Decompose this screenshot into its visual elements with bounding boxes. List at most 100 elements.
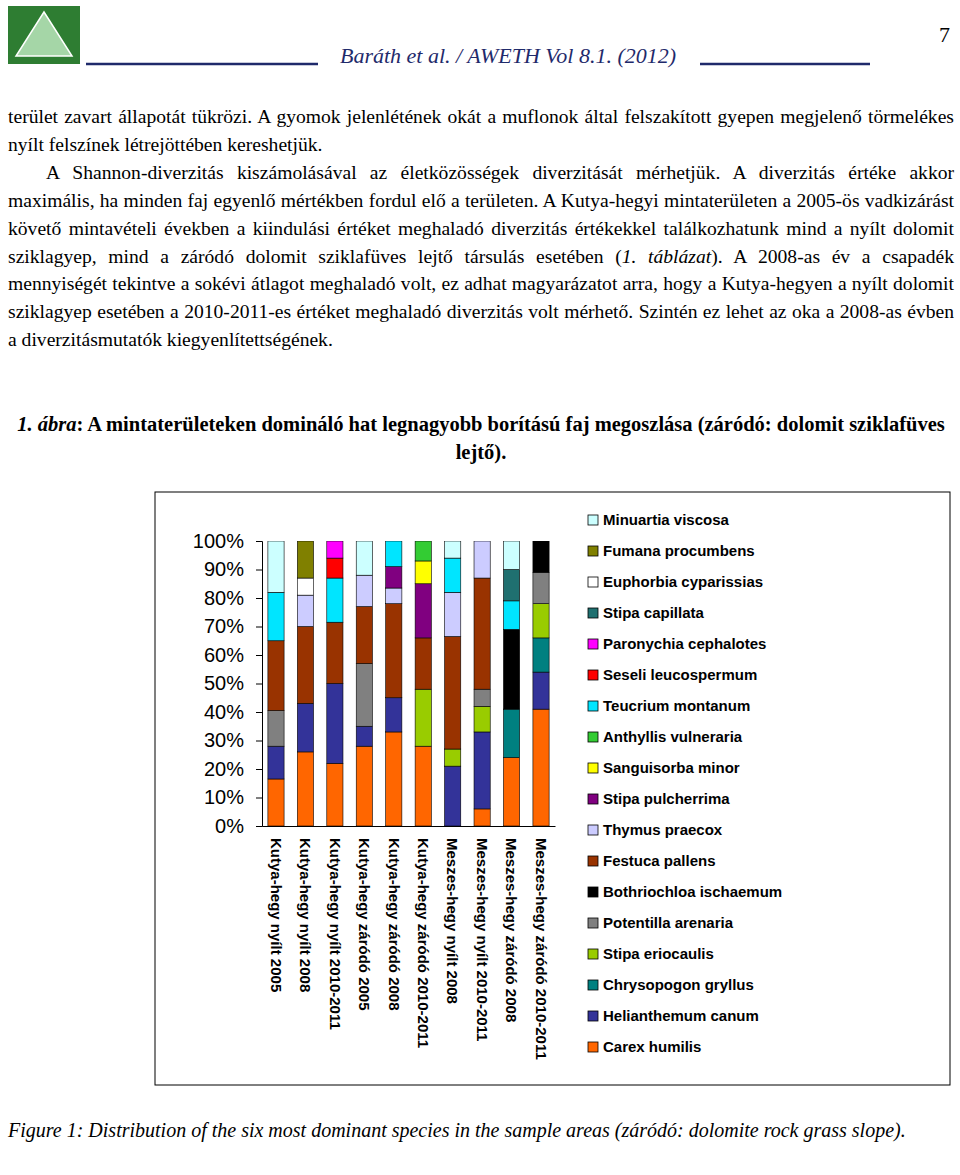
- x-tick: Kutya-hegy záródó 2005: [356, 838, 373, 1011]
- x-tick: Kutya-hegy záródó 2008: [386, 838, 403, 1011]
- x-tick: Meszes-hegy nyílt 2010-2011: [474, 838, 491, 1041]
- bar-segment: [533, 572, 549, 603]
- bar-segment: [356, 541, 372, 575]
- y-tick-mark: [256, 684, 262, 685]
- y-tick-mark: [256, 798, 262, 799]
- bar-segment: [268, 711, 284, 747]
- x-tick-label: Meszes-hegy nyílt 2010-2011: [474, 838, 491, 1041]
- bar-segment: [297, 578, 313, 595]
- x-tick: Meszes-hegy nyílt 2008: [444, 838, 461, 1004]
- bar-segment: [474, 706, 490, 732]
- bar-segment: [533, 541, 549, 572]
- legend-swatch: [588, 577, 598, 587]
- header-citation: Baráth et al. / AWETH Vol 8.1. (2012): [340, 43, 676, 68]
- y-tick: 100%: [193, 530, 262, 552]
- bar-segment: [327, 684, 343, 764]
- legend-item: Helianthemum canum: [588, 1007, 759, 1024]
- figure-label: 1. ábra: [17, 413, 76, 435]
- x-tick: Kutya-hegy nyílt 2008: [297, 838, 314, 992]
- y-tick: 70%: [204, 615, 262, 637]
- legend-item: Carex humilis: [588, 1038, 701, 1055]
- bar-segment: [533, 638, 549, 672]
- legend-item: Fumana procumbens: [588, 542, 755, 559]
- y-tick: 30%: [204, 729, 262, 751]
- bar-segment: [327, 541, 343, 558]
- legend-swatch: [588, 949, 598, 959]
- bar-segment: [327, 622, 343, 683]
- x-tick: Meszes-hegy záródó 2010-2011: [533, 838, 550, 1060]
- y-tick-label: 30%: [204, 729, 244, 751]
- bar-segment: [268, 592, 284, 640]
- bar-segment: [415, 746, 431, 826]
- bar-segment: [356, 746, 372, 826]
- legend-swatch: [588, 856, 598, 866]
- y-tick: 40%: [204, 701, 262, 723]
- bar-segment: [327, 763, 343, 826]
- legend-label: Anthyllis vulneraria: [603, 728, 743, 745]
- y-tick: 90%: [204, 558, 262, 580]
- bar-segment: [268, 746, 284, 779]
- y-tick-label: 90%: [204, 558, 244, 580]
- y-axis-line: [256, 542, 263, 827]
- legend-label: Seseli leucospermum: [603, 666, 757, 683]
- legend-item: Anthyllis vulneraria: [588, 728, 743, 745]
- x-tick-label: Kutya-hegy nyílt 2010-2011: [327, 838, 344, 1030]
- legend-label: Thymus praecox: [603, 821, 723, 838]
- bar-segment: [297, 627, 313, 704]
- bar-segment: [415, 689, 431, 746]
- legend-swatch: [588, 918, 598, 928]
- y-tick: 50%: [204, 672, 262, 694]
- legend-label: Festuca pallens: [603, 852, 716, 869]
- y-tick-label: 20%: [204, 758, 244, 780]
- bar-segment: [415, 541, 431, 561]
- legend-swatch: [588, 825, 598, 835]
- legend-swatch: [588, 1011, 598, 1021]
- legend-label: Minuartia viscosa: [603, 511, 730, 528]
- legend-swatch: [588, 732, 598, 742]
- legend-swatch: [588, 515, 598, 525]
- bars: [268, 541, 549, 826]
- bar-segment: [327, 558, 343, 578]
- bar-segment: [297, 752, 313, 826]
- legend-label: Paronychia cephalotes: [603, 635, 766, 652]
- x-tick-label: Kutya-hegy nyílt 2008: [297, 838, 314, 992]
- bar-segment: [445, 592, 461, 636]
- paragraph: terület zavart állapotát tükrözi. A gyom…: [8, 103, 954, 159]
- bar-segment: [356, 575, 372, 606]
- legend-item: Minuartia viscosa: [588, 511, 730, 528]
- legend-item: Festuca pallens: [588, 852, 716, 869]
- bar-segment: [415, 561, 431, 584]
- y-tick-mark: [256, 541, 262, 542]
- legend-label: Potentilla arenaria: [603, 914, 734, 931]
- legend-item: Stipa eriocaulis: [588, 945, 714, 962]
- legend-item: Stipa pulcherrima: [588, 790, 730, 807]
- bar-segment: [268, 541, 284, 592]
- legend-label: Stipa capillata: [603, 604, 705, 621]
- legend-swatch: [588, 546, 598, 556]
- bar-segment: [445, 749, 461, 766]
- legend-label: Bothriochloa ischaemum: [603, 883, 782, 900]
- y-tick-mark: [256, 570, 262, 571]
- y-tick-label: 100%: [193, 530, 244, 552]
- bar-segment: [503, 570, 519, 601]
- bar-segment: [503, 758, 519, 826]
- y-tick-label: 60%: [204, 644, 244, 666]
- legend-label: Stipa eriocaulis: [603, 945, 714, 962]
- y-tick: 80%: [204, 587, 262, 609]
- header-rule: [86, 63, 318, 66]
- bar-segment: [474, 689, 490, 706]
- y-tick: 10%: [204, 786, 262, 808]
- bar-segment: [503, 541, 519, 570]
- legend-swatch: [588, 608, 598, 618]
- x-tick-label: Meszes-hegy nyílt 2008: [444, 838, 461, 1004]
- bar-segment: [356, 607, 372, 664]
- logo-shape: [16, 12, 72, 56]
- bar-segment: [474, 809, 490, 826]
- bar-segment: [445, 636, 461, 749]
- bar-segment: [386, 567, 402, 588]
- logo-box: [8, 6, 80, 64]
- legend-label: Helianthemum canum: [603, 1007, 759, 1024]
- x-tick: Kutya-hegy nyílt 2010-2011: [327, 838, 344, 1030]
- legend-item: Bothriochloa ischaemum: [588, 883, 782, 900]
- y-tick-label: 10%: [204, 786, 244, 808]
